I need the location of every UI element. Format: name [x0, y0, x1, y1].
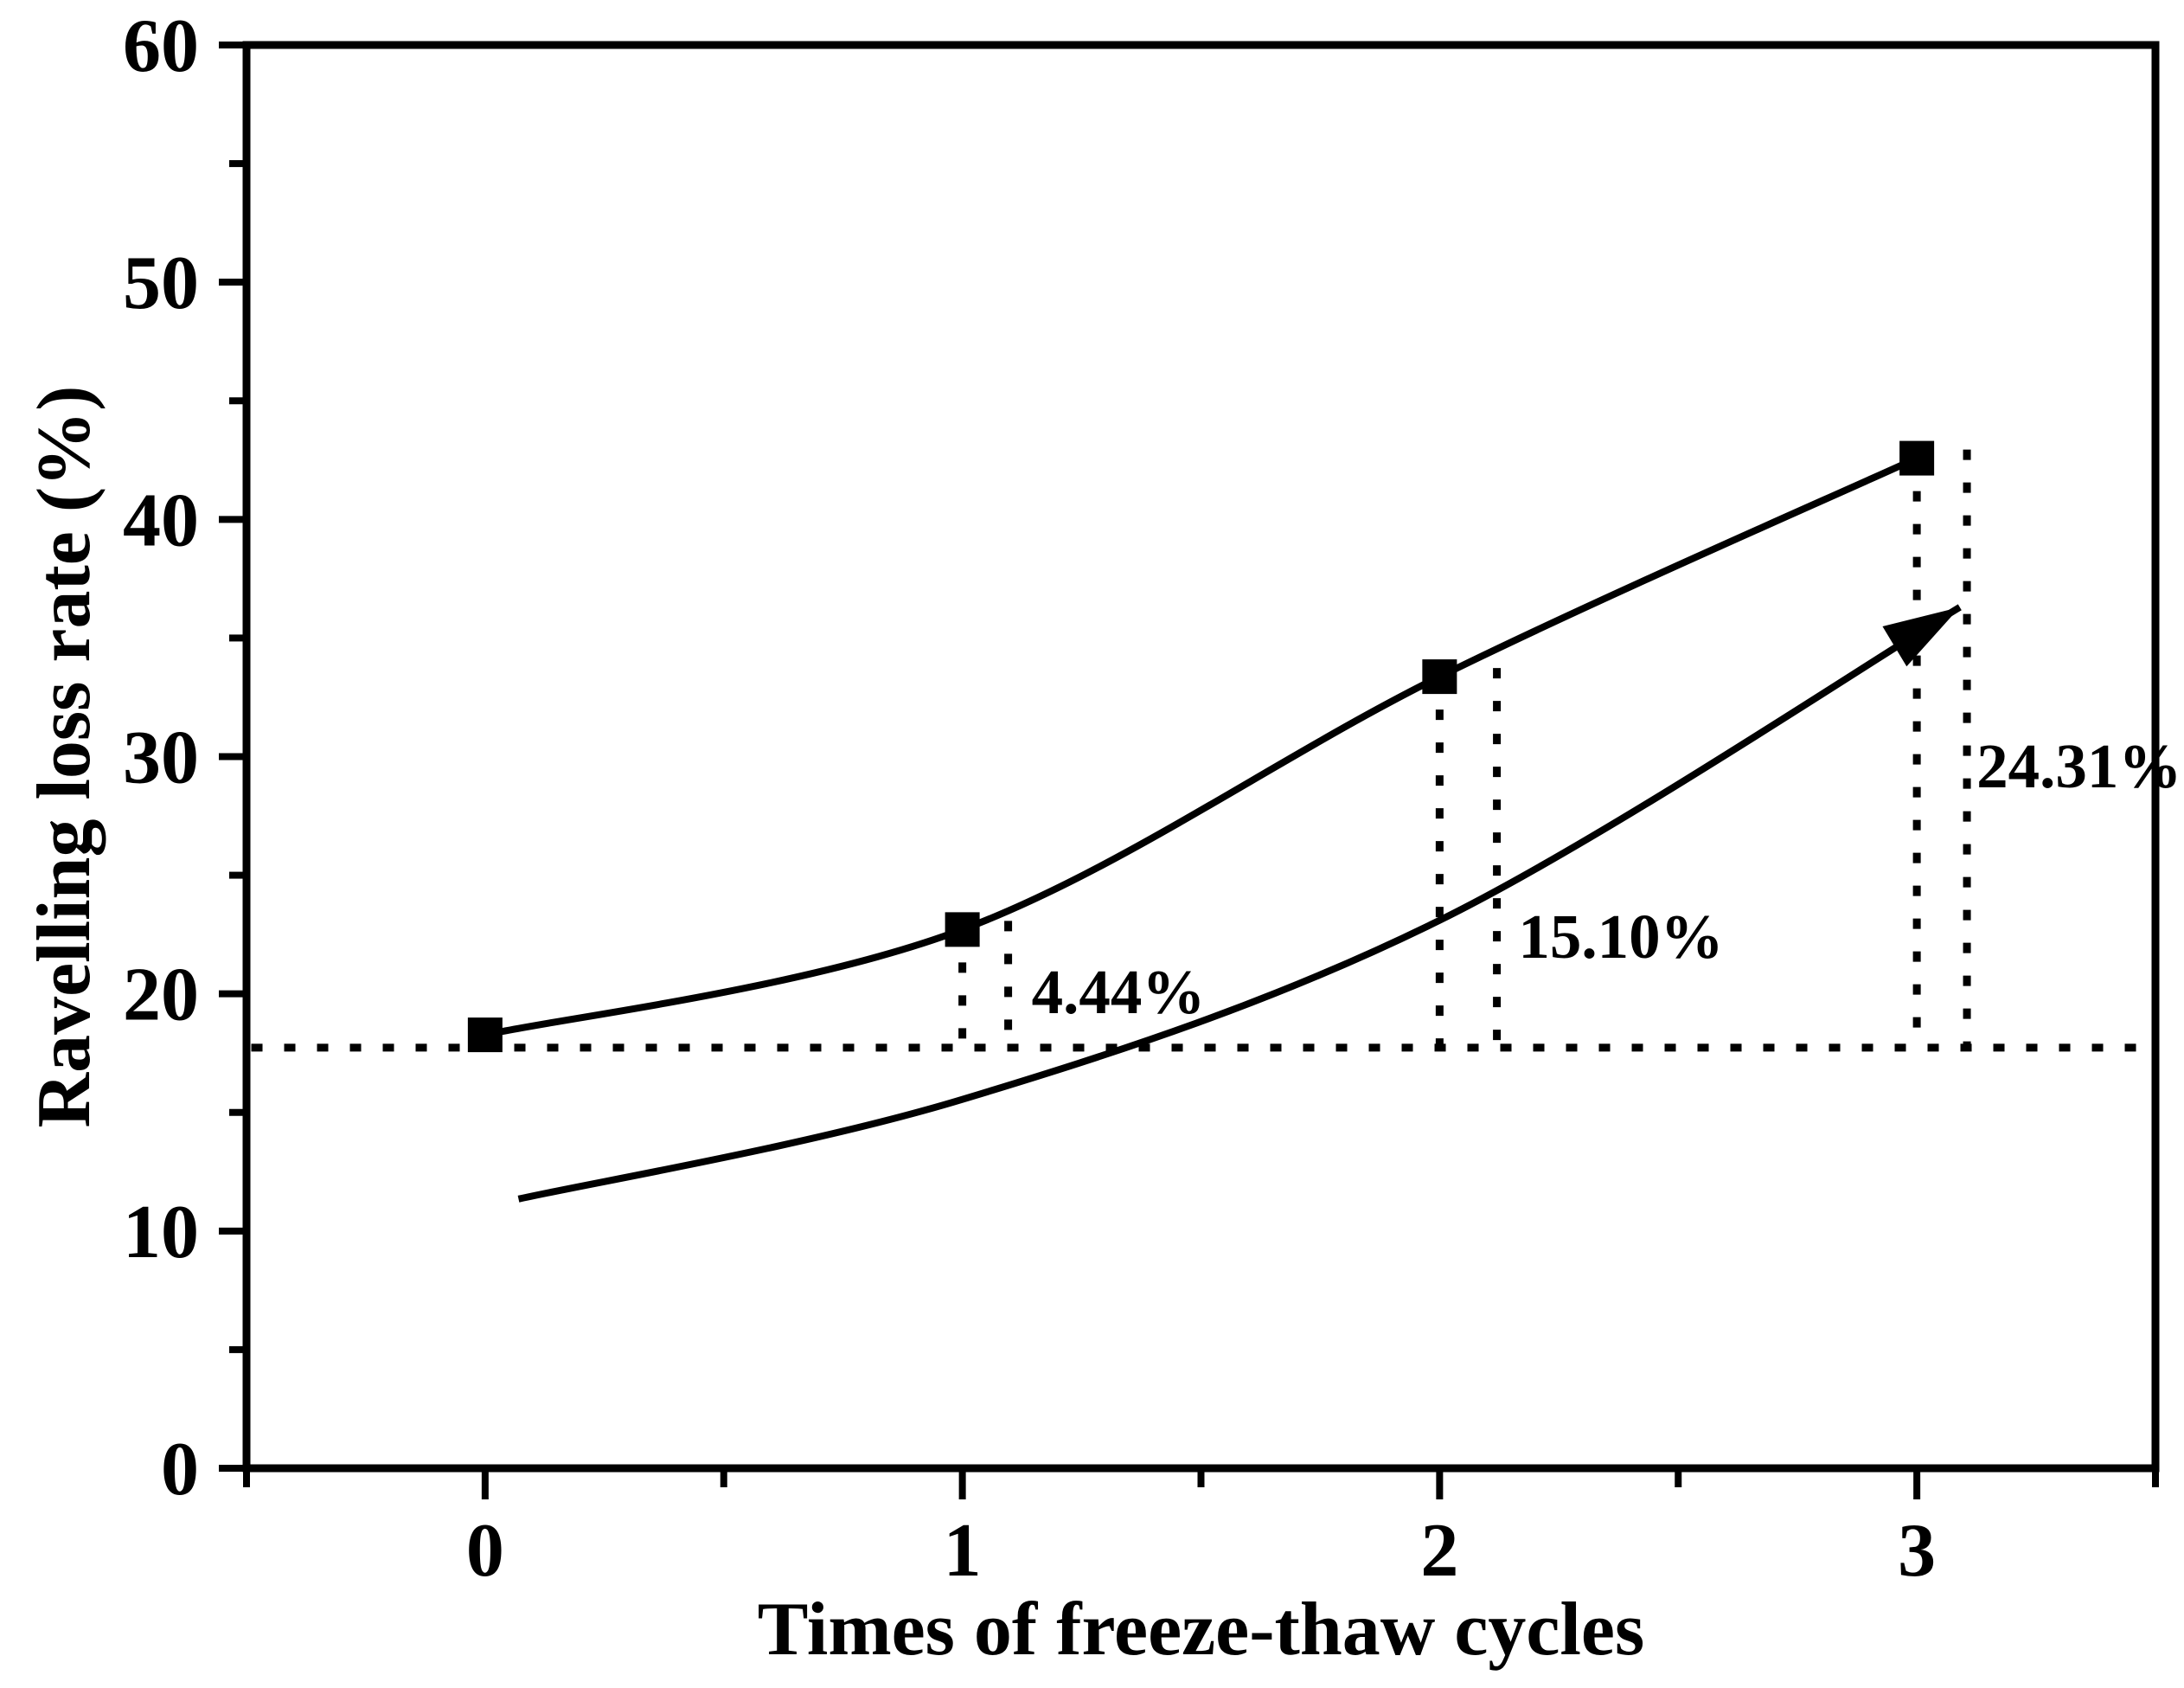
x-tick-label-1: 1 [944, 1509, 982, 1593]
y-tick-label-5: 50 [123, 241, 199, 325]
x-axis-title: Times of freeze-thaw cycles [758, 1588, 1644, 1672]
y-tick-label-1: 10 [123, 1191, 199, 1274]
data-point-marker-0 [467, 1017, 503, 1053]
annotation-label-0: 4.44% [1032, 957, 1206, 1027]
y-axis-title: Ravelling loss rate (%) [22, 386, 106, 1128]
data-point-marker-1 [945, 912, 980, 947]
arrow-head-icon [1882, 607, 1960, 667]
series-line [484, 454, 1918, 1039]
data-point-marker-3 [1899, 440, 1935, 476]
data-point-marker-2 [1422, 659, 1457, 695]
x-tick-label-2: 2 [1420, 1509, 1458, 1593]
y-tick-label-2: 20 [123, 953, 199, 1037]
y-tick-label-3: 30 [123, 716, 199, 800]
y-tick-label-0: 0 [161, 1428, 199, 1511]
x-tick-label-3: 3 [1898, 1509, 1936, 1593]
annotation-label-2: 24.31% [1976, 731, 2181, 801]
plot-box [242, 41, 2160, 1473]
x-tick-label-0: 0 [466, 1509, 504, 1593]
annotation-label-1: 15.10% [1518, 902, 1723, 972]
arrow-curve [517, 604, 1962, 1203]
y-tick-label-4: 40 [123, 478, 199, 562]
y-tick-label-6: 60 [123, 4, 199, 88]
